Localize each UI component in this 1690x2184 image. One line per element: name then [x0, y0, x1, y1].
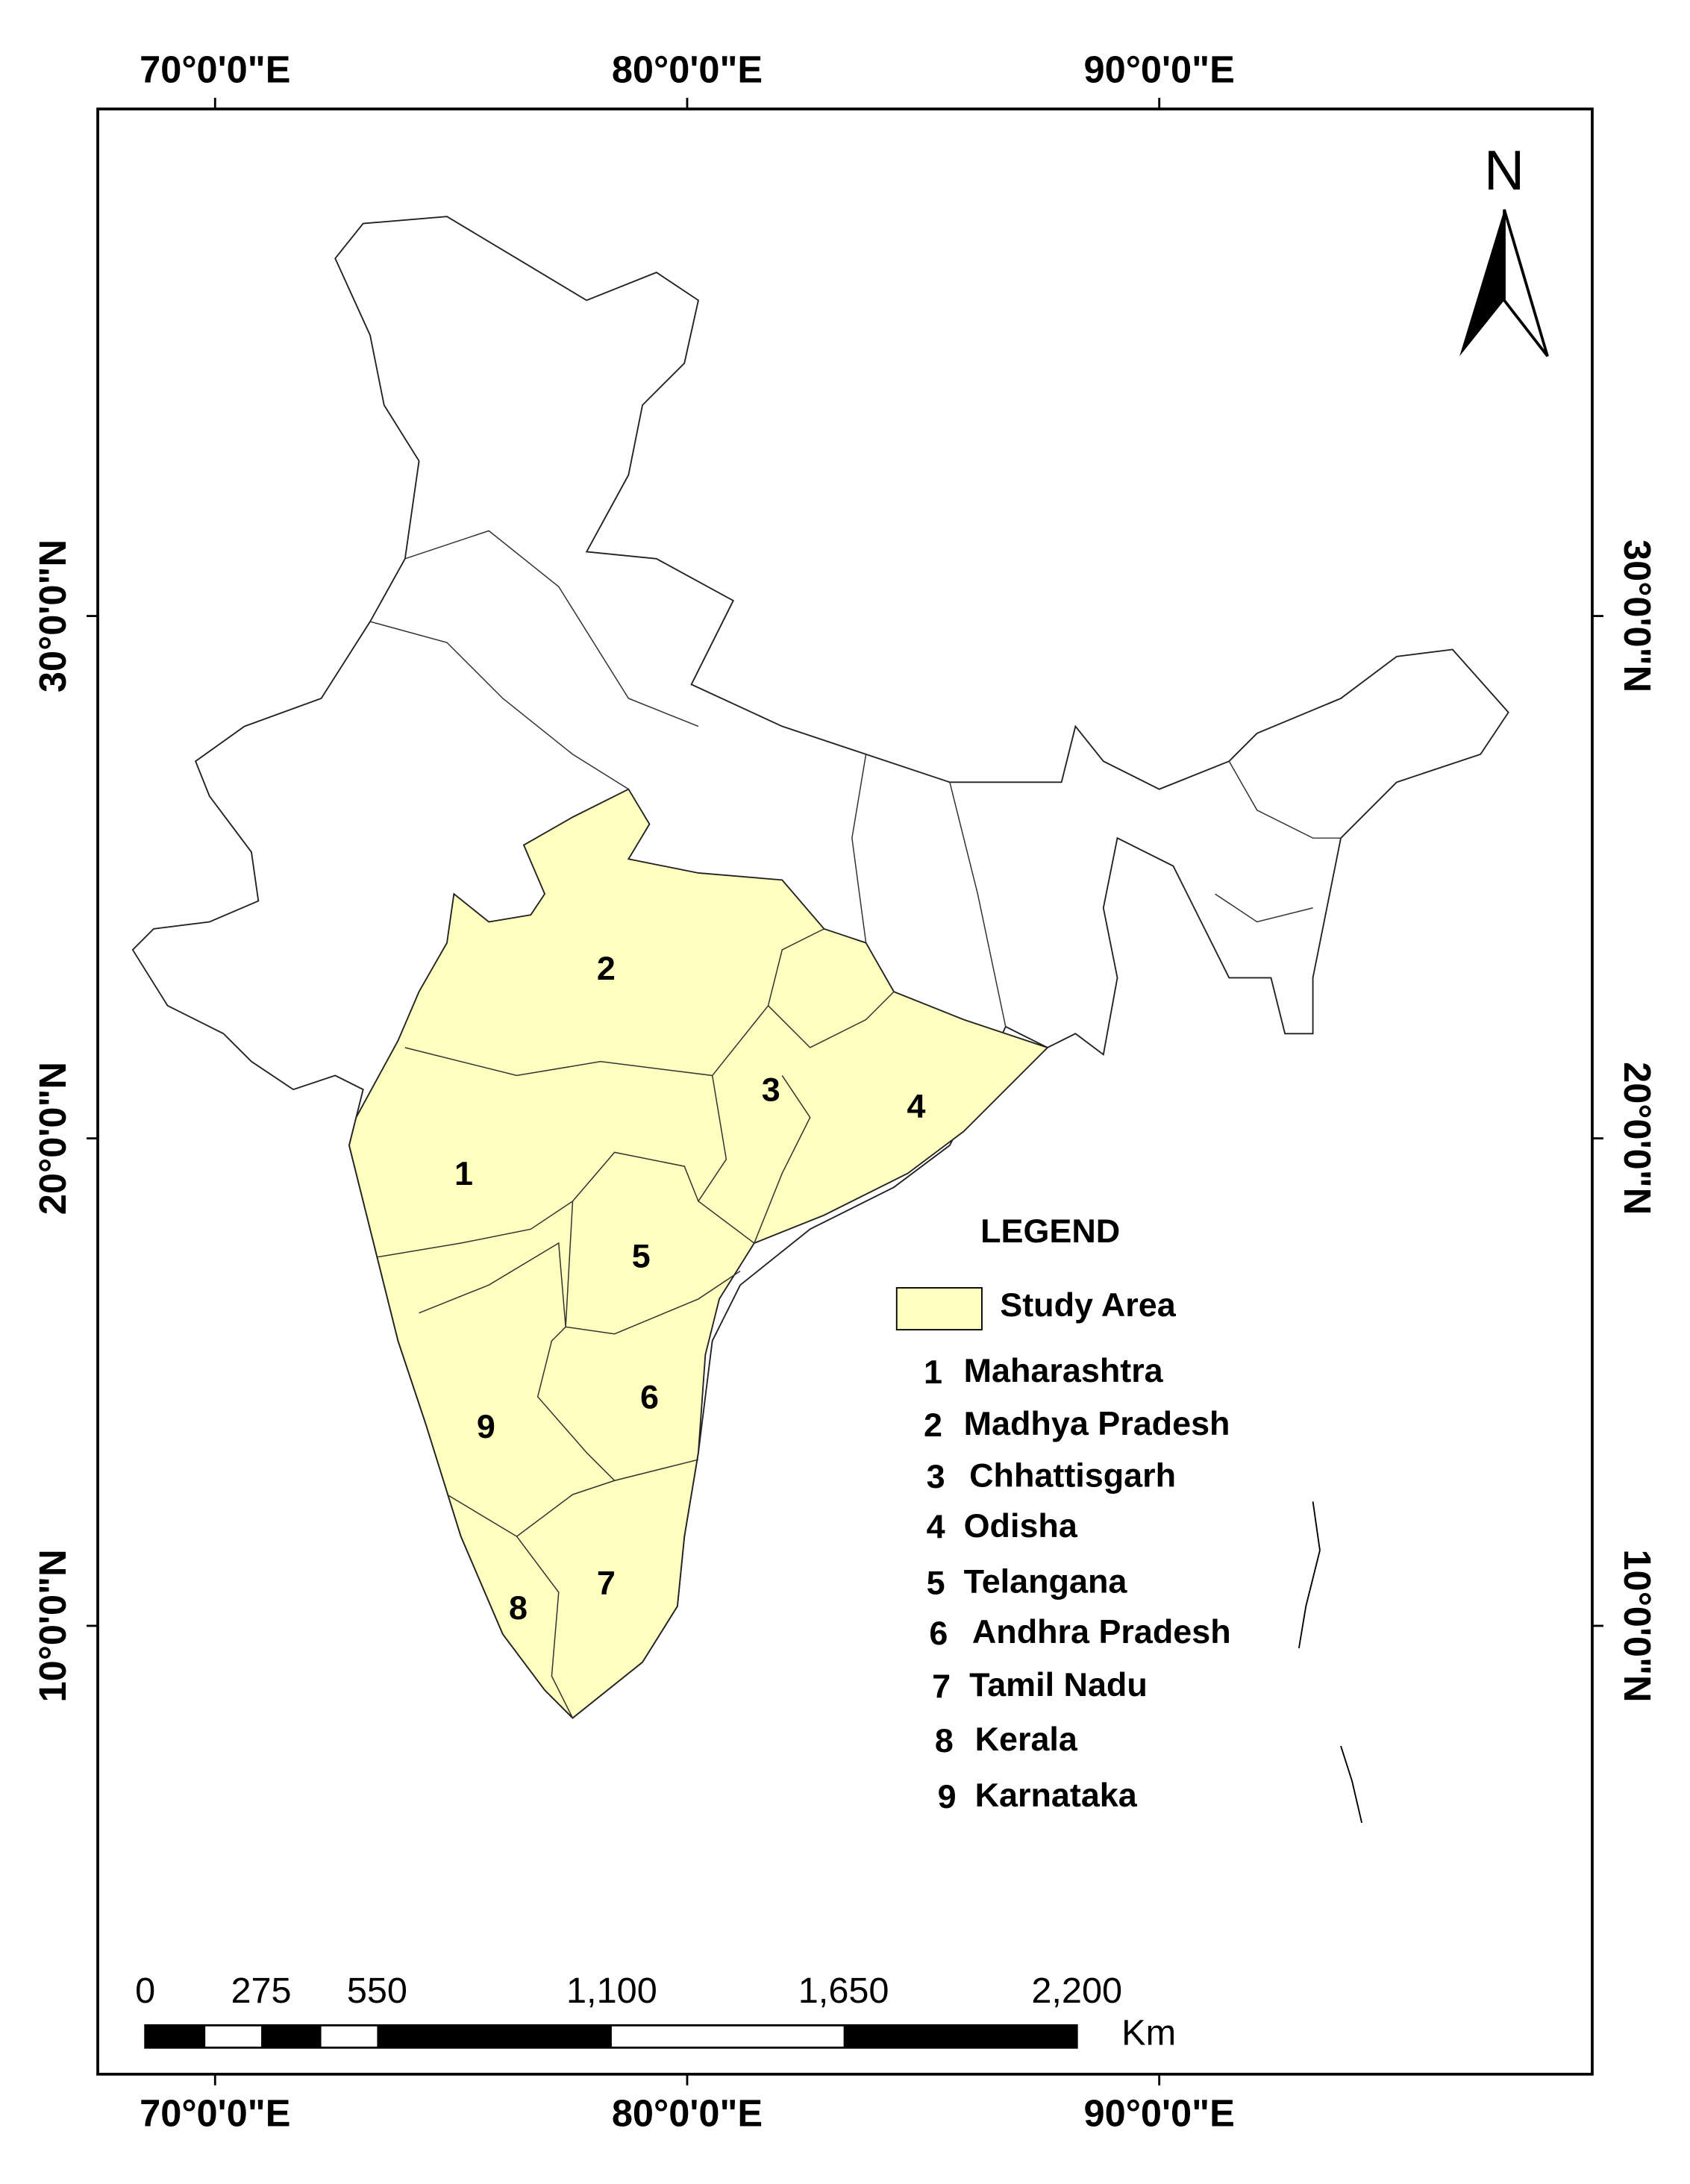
legend-number: 5 — [927, 1564, 945, 1602]
state-number: 2 — [597, 949, 616, 987]
state-number: 5 — [632, 1236, 651, 1274]
legend-swatch — [895, 1287, 983, 1331]
state-number: 8 — [509, 1589, 528, 1627]
legend-name: Andhra Pradesh — [972, 1612, 1231, 1650]
lon-label: 80°0'0"E — [612, 2091, 763, 2134]
legend-name: Karnataka — [975, 1776, 1138, 1814]
lon-label: 70°0'0"E — [140, 49, 290, 91]
legend-name: Odisha — [964, 1506, 1078, 1545]
lat-label: 20°0'0"N — [31, 1062, 74, 1215]
state-number: 1 — [454, 1154, 473, 1192]
scale-label: 275 — [231, 1971, 291, 2011]
scale-bar: 0 275 550 1,100 1,650 2,200 Km — [135, 1971, 1176, 2053]
legend-name: Telangana — [964, 1562, 1128, 1601]
legend-name: Madhya Pradesh — [964, 1404, 1230, 1442]
lon-label: 70°0'0"E — [140, 2091, 290, 2134]
legend-number: 9 — [938, 1777, 957, 1815]
legend-number: 7 — [932, 1667, 951, 1705]
legend-swatch-label: Study Area — [1000, 1286, 1176, 1324]
legend-number: 1 — [924, 1353, 942, 1391]
legend-number: 6 — [929, 1614, 948, 1652]
state-number: 7 — [597, 1564, 616, 1602]
scale-label: 0 — [135, 1971, 155, 2011]
scale-label: 1,650 — [798, 1971, 889, 2011]
legend-number: 4 — [927, 1508, 945, 1546]
legend-name: Kerala — [975, 1720, 1078, 1758]
legend-items: 1 Maharashtra 2 Madhya Pradesh 3 Chhattisgarh… — [924, 1351, 1231, 1815]
north-label: N — [1484, 139, 1524, 201]
legend-number: 2 — [924, 1406, 942, 1444]
scale-unit: Km — [1121, 2012, 1176, 2053]
lat-label: 30°0'0"N — [1616, 539, 1659, 692]
lon-label: 80°0'0"E — [612, 49, 763, 91]
state-number: 3 — [762, 1071, 780, 1109]
scale-label: 2,200 — [1031, 1971, 1122, 2011]
state-number: 9 — [477, 1407, 495, 1445]
legend-number: 8 — [935, 1721, 954, 1759]
islands — [1298, 1501, 1363, 1824]
map-frame — [96, 107, 1594, 2076]
state-number: 4 — [907, 1087, 925, 1125]
lat-label: 10°0'0"N — [31, 1549, 74, 1702]
state-borders — [369, 530, 1342, 1718]
graticule-ticks — [87, 98, 1603, 2086]
legend-name: Maharashtra — [964, 1351, 1164, 1389]
study-area — [348, 788, 1049, 1719]
legend-title: LEGEND — [980, 1212, 1120, 1250]
scale-label: 1,100 — [566, 1971, 657, 2011]
legend-name: Chhattisgarh — [969, 1456, 1176, 1494]
scale-label: 550 — [347, 1971, 407, 2011]
legend-name: Tamil Nadu — [969, 1665, 1148, 1703]
lon-label: 90°0'0"E — [1084, 49, 1235, 91]
legend: LEGEND Study Area 1 Maharashtra 2 Madhya Pr… — [895, 1212, 1231, 1815]
lat-label: 30°0'0"N — [31, 539, 74, 692]
lat-label: 10°0'0"N — [1616, 1549, 1659, 1702]
lon-label: 90°0'0"E — [1084, 2091, 1235, 2134]
state-number: 6 — [640, 1378, 659, 1416]
lat-label: 20°0'0"N — [1616, 1062, 1659, 1215]
legend-number: 3 — [927, 1457, 945, 1495]
